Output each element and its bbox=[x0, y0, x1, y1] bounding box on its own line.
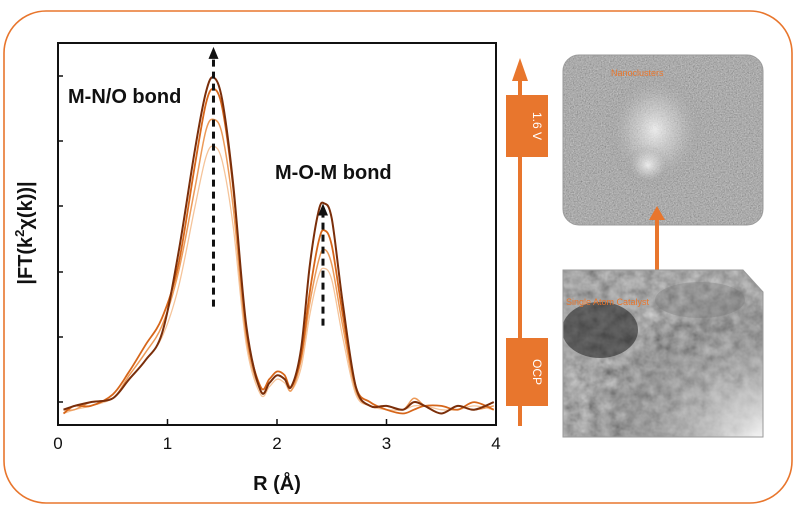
x-tick-label: 4 bbox=[491, 434, 500, 453]
y-axis-label: |FT(k2χ(k))| bbox=[12, 181, 37, 284]
x-axis-label: R (Å) bbox=[253, 471, 301, 495]
annotation-label-mno: M-N/O bond bbox=[68, 86, 181, 108]
stage-label-2: OCP bbox=[530, 359, 544, 385]
annotation-layer: M-N/O bond M-O-M bond bbox=[68, 46, 392, 326]
x-tick-label: 0 bbox=[53, 434, 62, 453]
nanoclusters-caption: Nanoclusters bbox=[611, 68, 664, 78]
x-tick-label: 3 bbox=[382, 434, 391, 453]
series-line-1 bbox=[63, 76, 495, 415]
stage-box-2 bbox=[506, 338, 548, 406]
x-tick-label: 2 bbox=[272, 434, 281, 453]
x-axis-ticks: 0 1 2 3 4 bbox=[53, 419, 501, 453]
y-label-bar-right: | bbox=[15, 181, 37, 187]
up-arrow-icon bbox=[649, 206, 665, 220]
micrograph-nanoclusters bbox=[563, 55, 763, 225]
y-axis-ticks bbox=[58, 75, 63, 403]
annotation-arrowhead-icon bbox=[208, 46, 219, 59]
y-label-bar-left: | bbox=[15, 279, 37, 285]
series-line-2 bbox=[62, 87, 495, 415]
x-tick-label: 1 bbox=[163, 434, 172, 453]
svg-text:|FT(k2χ(k))|: |FT(k2χ(k))| bbox=[12, 181, 37, 284]
series-layer bbox=[62, 76, 495, 415]
annotation-label-mom: M-O-M bond bbox=[275, 162, 392, 184]
single-atom-caption: Single Atom Catalyst bbox=[566, 297, 650, 307]
annotation-arrowhead-icon bbox=[317, 203, 328, 216]
outer-frame bbox=[3, 10, 793, 504]
micrograph-single-atom bbox=[563, 270, 763, 437]
stage-box-1 bbox=[506, 95, 548, 157]
y-label-suffix: χ(k)) bbox=[15, 187, 37, 230]
arrow-head-icon bbox=[512, 58, 528, 81]
micrograph-arrow bbox=[649, 206, 665, 270]
stage-label-1: 1.6 V bbox=[530, 112, 544, 140]
y-label-prefix: FT(k bbox=[15, 236, 37, 279]
process-arrow: 1.6 V OCP bbox=[506, 58, 548, 426]
y-label-sup: 2 bbox=[12, 230, 27, 237]
